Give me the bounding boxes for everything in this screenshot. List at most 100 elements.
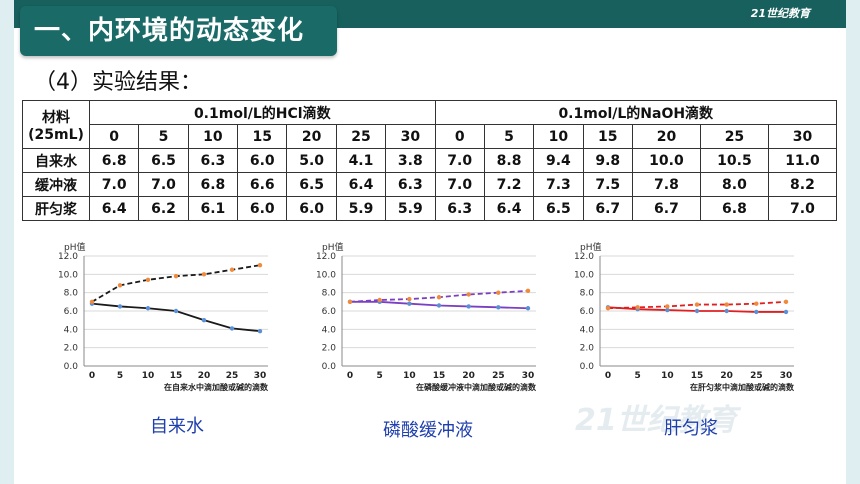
naoh-value-cell: 7.5 xyxy=(582,172,633,197)
hcl-value-cell: 6.4 xyxy=(88,196,140,221)
base-data-point xyxy=(347,299,353,305)
acid-series-line xyxy=(91,302,261,333)
naoh-value-cell: 11.0 xyxy=(767,148,838,173)
right-border xyxy=(846,0,860,484)
hcl-value-cell: 6.3 xyxy=(187,148,239,173)
x-tick-label: 5 xyxy=(117,371,123,381)
hcl-value-cell: 3.8 xyxy=(385,148,436,173)
naoh-value-cell: 9.8 xyxy=(582,148,633,173)
acid-data-point xyxy=(407,301,412,306)
brand-logo: 21世纪教育 xyxy=(750,7,810,20)
acid-data-point xyxy=(466,304,471,309)
hcl-value-cell: 6.4 xyxy=(335,172,387,197)
base-data-point xyxy=(229,267,235,272)
drops-cell: 25 xyxy=(699,124,769,149)
y-tick-label: 4.0 xyxy=(322,325,337,335)
naoh-value-cell: 7.8 xyxy=(631,172,701,197)
material-header: 材料 (25mL) xyxy=(22,100,90,149)
y-tick-label: 12.0 xyxy=(316,252,336,262)
base-data-point xyxy=(724,302,729,307)
base-data-point xyxy=(89,299,95,305)
y-tick-label: 8.0 xyxy=(64,289,79,299)
x-tick-label: 25 xyxy=(750,371,763,381)
x-axis-label: 在自来水中滴加酸或碱的滴数 xyxy=(164,382,269,392)
acid-data-point xyxy=(525,306,531,311)
naoh-value-cell: 8.2 xyxy=(767,172,838,197)
x-tick-label: 20 xyxy=(198,371,211,381)
hcl-value-cell: 6.0 xyxy=(237,148,288,173)
x-tick-label: 15 xyxy=(433,371,446,381)
y-axis-label: pH值 xyxy=(580,241,601,253)
hcl-value-cell: 6.5 xyxy=(138,148,189,173)
hcl-value-cell: 6.8 xyxy=(187,172,239,197)
hcl-value-cell: 7.0 xyxy=(138,172,189,197)
table-drops-row: 0 5 10 15 20 25 30 0 5 10 15 20 25 30 xyxy=(23,124,838,149)
section-subtitle: （4）实验结果： xyxy=(34,70,202,95)
x-tick-label: 0 xyxy=(605,371,611,381)
acid-data-point xyxy=(694,308,700,314)
acid-data-point xyxy=(783,309,789,315)
watermark: 21世纪教育 xyxy=(575,403,737,438)
acid-data-point xyxy=(201,317,207,323)
x-tick-label: 10 xyxy=(661,371,674,381)
y-tick-label: 10.0 xyxy=(574,270,594,280)
y-tick-label: 0.0 xyxy=(64,362,79,372)
drops-cell: 5 xyxy=(483,124,535,149)
naoh-value-cell: 6.8 xyxy=(699,196,769,221)
acid-data-point xyxy=(665,307,670,313)
y-tick-label: 10.0 xyxy=(316,270,336,280)
row-label: 肝匀浆 xyxy=(22,196,90,221)
page-title: 一、内环境的动态变化 xyxy=(20,6,337,56)
drops-cell: 30 xyxy=(767,124,838,149)
y-tick-label: 6.0 xyxy=(64,307,79,317)
y-tick-label: 12.0 xyxy=(574,252,594,262)
x-tick-label: 5 xyxy=(377,371,383,381)
base-data-point xyxy=(377,297,382,303)
naoh-value-cell: 7.0 xyxy=(767,196,838,221)
drops-cell: 0 xyxy=(88,124,140,149)
x-tick-label: 0 xyxy=(347,371,353,381)
y-tick-label: 4.0 xyxy=(580,325,595,335)
acid-data-point xyxy=(117,304,123,309)
base-data-point xyxy=(665,304,670,309)
x-tick-label: 20 xyxy=(462,371,475,381)
base-data-point xyxy=(201,272,207,277)
acid-data-point xyxy=(257,328,263,334)
y-axis-label: pH值 xyxy=(322,241,343,253)
naoh-value-cell: 6.5 xyxy=(533,196,584,221)
naoh-value-cell: 6.7 xyxy=(631,196,701,221)
drops-cell: 30 xyxy=(385,124,436,149)
hcl-value-cell: 5.9 xyxy=(385,196,436,221)
base-data-point xyxy=(407,296,412,302)
base-data-point xyxy=(605,306,611,311)
base-data-point xyxy=(783,299,789,305)
drops-cell: 25 xyxy=(335,124,387,149)
material-label: 材料 xyxy=(42,109,70,126)
drops-cell: 0 xyxy=(434,124,485,149)
x-tick-label: 30 xyxy=(780,371,793,381)
material-unit: (25mL) xyxy=(28,126,84,143)
drops-cell: 20 xyxy=(286,124,337,149)
naoh-header: 0.1mol/L的NaOH滴数 xyxy=(434,100,838,125)
x-tick-label: 20 xyxy=(720,371,733,381)
drops-cell: 20 xyxy=(631,124,701,149)
naoh-value-cell: 7.2 xyxy=(483,172,535,197)
acid-data-point xyxy=(173,308,179,314)
x-tick-label: 15 xyxy=(691,371,704,381)
base-data-point xyxy=(436,295,442,300)
drops-cell: 10 xyxy=(187,124,239,149)
hcl-value-cell: 6.1 xyxy=(187,196,239,221)
base-data-point xyxy=(173,273,179,279)
base-data-point xyxy=(496,290,501,295)
hcl-value-cell: 6.6 xyxy=(237,172,288,197)
base-data-point xyxy=(145,277,151,283)
naoh-value-cell: 10.5 xyxy=(699,148,769,173)
row-label: 缓冲液 xyxy=(22,172,90,197)
naoh-value-cell: 6.7 xyxy=(582,196,633,221)
hcl-value-cell: 5.9 xyxy=(335,196,387,221)
acid-data-point xyxy=(724,308,729,314)
base-data-point xyxy=(754,301,759,306)
table-header-row: 材料 (25mL) 0.1mol/L的HCl滴数 0.1mol/L的NaOH滴数 xyxy=(22,100,838,149)
